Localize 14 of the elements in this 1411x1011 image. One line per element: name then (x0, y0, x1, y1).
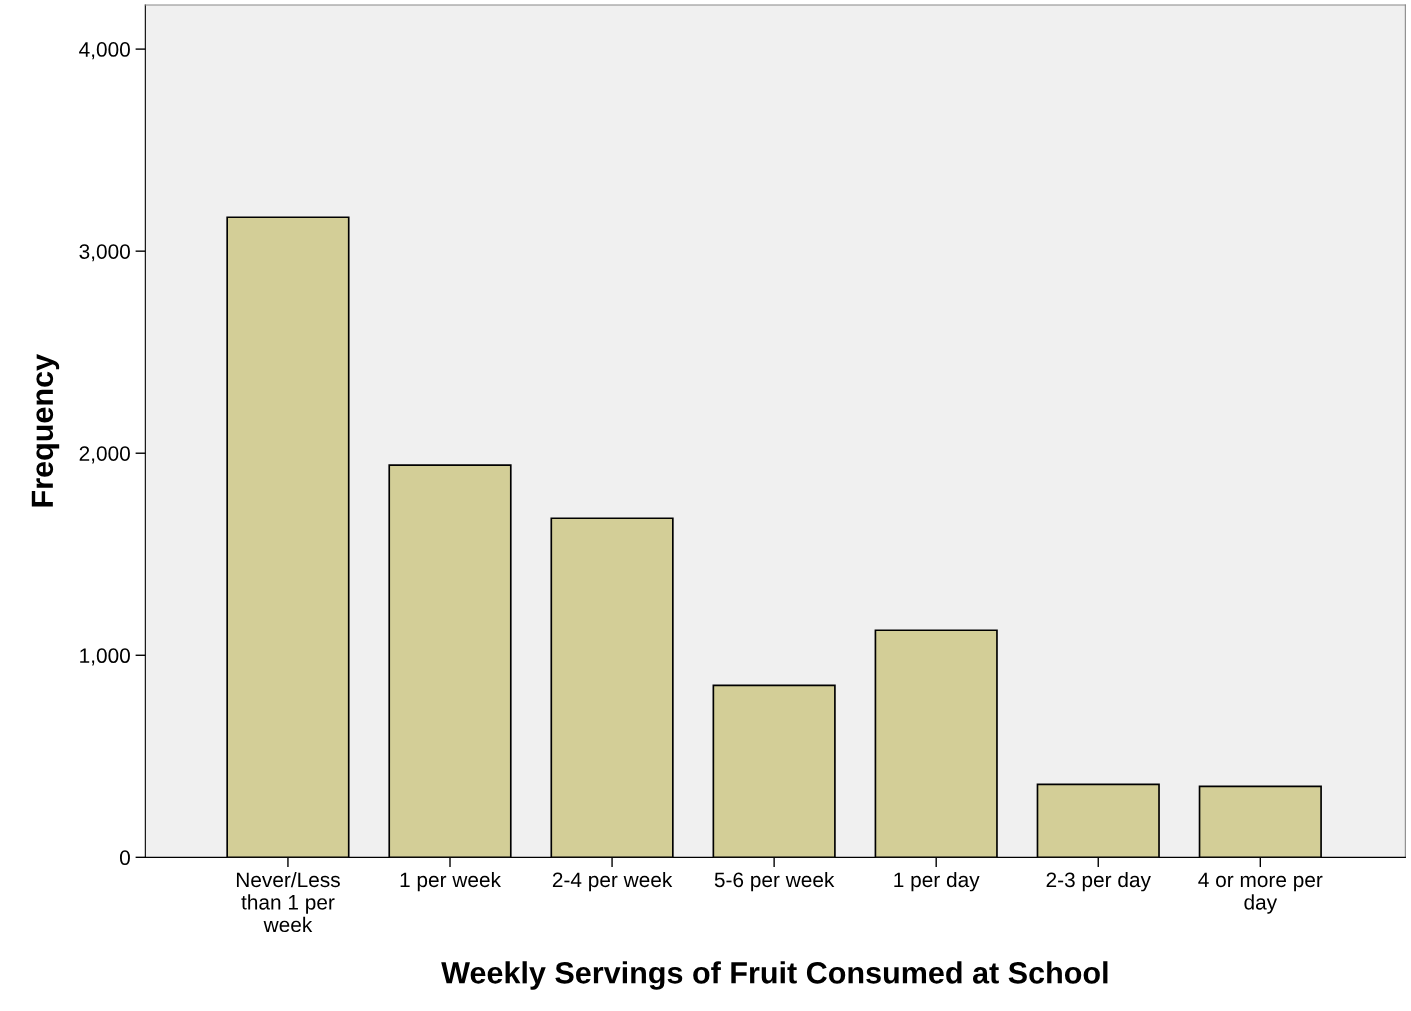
x-tick-label: 5-6 per week (714, 871, 835, 892)
x-axis-title: Weekly Servings of Fruit Consumed at School (441, 961, 1108, 990)
y-tick-label: 4,000 (79, 42, 130, 60)
y-tick-label: 0 (119, 850, 130, 866)
x-tick-label: 2-3 per day (1046, 871, 1151, 892)
y-tick-label: 2,000 (79, 446, 130, 464)
y-axis-title: Frequency (31, 354, 60, 507)
x-tick-label: 4 or more per day (1198, 872, 1323, 914)
x-tick-label: 2-4 per week (552, 871, 673, 892)
y-tick-label: 3,000 (79, 244, 130, 262)
y-tick-label: 1,000 (80, 648, 130, 666)
x-tick-label: 1 per week (400, 871, 501, 892)
x-tick-label: Never/Less than 1 per week (236, 871, 340, 933)
x-tick-label: 1 per day (894, 871, 980, 892)
